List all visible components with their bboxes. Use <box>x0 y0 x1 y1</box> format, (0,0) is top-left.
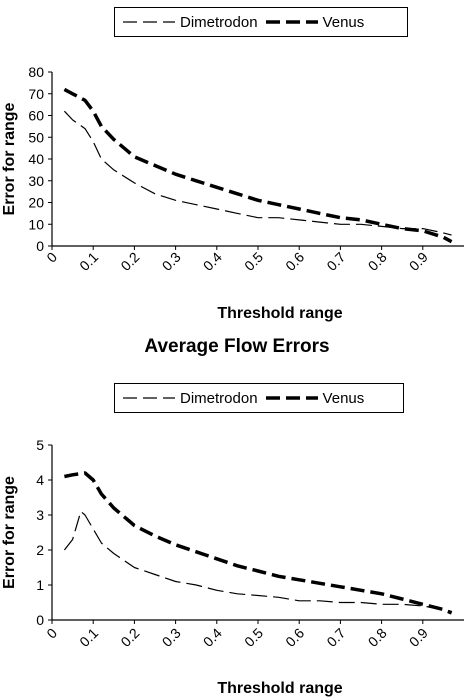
y-tick-label: 3 <box>36 507 44 523</box>
chart-top: Dimetrodon Venus 0 10 20 30 40 50 60 70 80 0 0.1 0.… <box>0 0 474 330</box>
legend-swatch-dimetrodon <box>123 21 175 23</box>
legend-label-venus: Venus <box>322 13 365 31</box>
series-line-dimetrodon <box>63 110 452 236</box>
legend-label-venus: Venus <box>322 389 365 407</box>
y-tick-label: 0 <box>36 238 44 254</box>
x-tick-label: 0.4 <box>200 625 225 650</box>
x-tick-label: 0.7 <box>323 249 348 274</box>
y-tick-label: 5 <box>36 437 44 453</box>
legend: Dimetrodon Venus <box>114 7 408 37</box>
y-tick-label: 50 <box>28 129 44 145</box>
y-tick-label: 10 <box>28 216 44 232</box>
legend: Dimetrodon Venus <box>114 383 404 413</box>
y-tick-label: 40 <box>28 151 44 167</box>
legend-label-dimetrodon: Dimetrodon <box>180 13 258 31</box>
legend-item-dimetrodon: Dimetrodon <box>121 14 258 31</box>
x-axis-title: Threshold range <box>217 305 342 322</box>
legend-swatch-dimetrodon <box>123 397 175 399</box>
x-tick-label: 0.6 <box>282 249 307 274</box>
figure-caption: Average Flow Errors <box>144 336 330 357</box>
legend-item-venus: Venus <box>264 13 365 31</box>
x-tick-label: 0.3 <box>159 249 184 274</box>
y-tick-label: 4 <box>36 472 44 488</box>
y-tick-label: 0 <box>36 612 44 628</box>
x-tick-label: 0.5 <box>241 625 266 650</box>
x-tick-label: 0.2 <box>117 625 142 650</box>
x-tick-label: 0.3 <box>159 625 184 650</box>
x-tick-label: 0.7 <box>323 625 348 650</box>
x-axis-title: Threshold range <box>217 680 342 697</box>
plot-area: 0 1 2 3 4 5 0 0.1 0.2 0.3 0.4 0.5 0.6 0.7 0.8 0.9 Thresh… <box>1 437 464 697</box>
y-tick-label: 70 <box>28 86 44 102</box>
y-tick-label: 1 <box>36 577 44 593</box>
y-tick-label: 80 <box>28 64 44 80</box>
legend-item-venus: Venus <box>264 389 365 407</box>
x-tick-label: 0.1 <box>76 249 101 274</box>
x-tick-label: 0.8 <box>365 625 390 650</box>
legend-item-dimetrodon: Dimetrodon <box>121 390 258 407</box>
x-tick-label: 0 <box>43 249 60 266</box>
y-tick-label: 2 <box>36 542 44 558</box>
y-tick-label: 30 <box>28 173 44 189</box>
y-tick-label: 20 <box>28 195 44 211</box>
x-tick-label: 0 <box>43 625 60 642</box>
y-axis-title: Error for range <box>1 102 18 215</box>
plot-area: 0 10 20 30 40 50 60 70 80 0 0.1 0.2 0.3 0.4 0.5 0.6 0.7 0… <box>1 64 464 322</box>
x-tick-label: 0.8 <box>365 249 390 274</box>
x-tick-label: 0.6 <box>282 625 307 650</box>
y-tick-label: 60 <box>28 108 44 124</box>
legend-swatch-venus <box>265 20 318 24</box>
legend-label-dimetrodon: Dimetrodon <box>180 389 258 407</box>
chart-bottom: Dimetrodon Venus 0 1 2 3 4 5 0 0.1 0.2 0.3 0.4 0.5 0… <box>0 378 474 699</box>
x-tick-label: 0.9 <box>406 249 431 274</box>
x-tick-label: 0.4 <box>200 249 225 274</box>
series-line-venus <box>64 471 453 615</box>
series-line-dimetrodon <box>63 510 452 612</box>
series-line-venus <box>63 87 453 244</box>
y-axis-title: Error for range <box>1 476 18 589</box>
x-tick-label: 0.1 <box>76 625 101 650</box>
x-tick-label: 0.9 <box>406 625 431 650</box>
x-tick-label: 0.2 <box>117 249 142 274</box>
x-tick-label: 0.5 <box>241 249 266 274</box>
legend-swatch-venus <box>265 396 318 400</box>
